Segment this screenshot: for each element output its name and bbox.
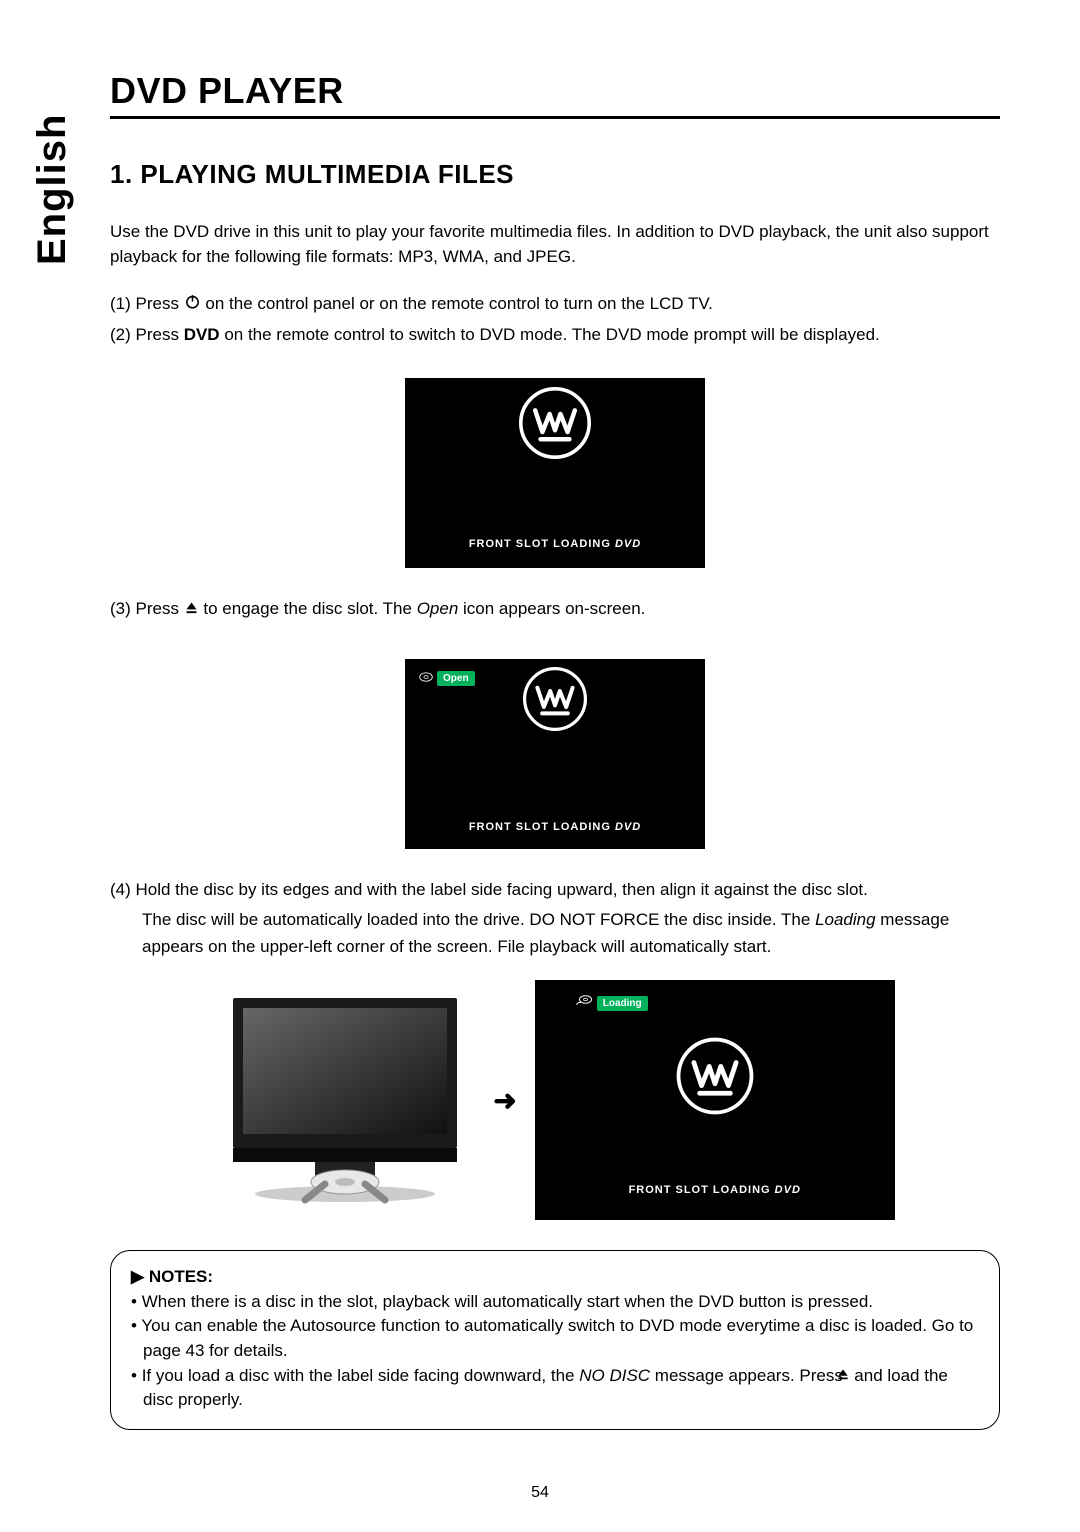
open-prompt-screen: Open FRONT SLOT LOADING DVD [405, 659, 705, 849]
step1-post: on the control panel or on the remote co… [201, 294, 713, 313]
slot-loading-text: FRONT SLOT LOADING DVD [405, 821, 705, 833]
step2-bold: DVD [184, 325, 220, 344]
section-heading: 1. PLAYING MULTIMEDIA FILES [110, 159, 1000, 190]
step2-pre: (2) Press [110, 325, 184, 344]
language-tab: English [30, 114, 75, 265]
page-title: DVD PLAYER [110, 70, 1000, 119]
notes-marker-icon: ▶ [131, 1267, 144, 1286]
step3-pre: (3) Press [110, 599, 184, 618]
page-number: 54 [0, 1484, 1080, 1502]
step3-post: icon appears on-screen. [458, 599, 645, 618]
open-badge-label: Open [437, 671, 475, 686]
eject-icon [184, 597, 199, 623]
dvd-prompt-screen: FRONT SLOT LOADING DVD [405, 378, 705, 568]
step1-pre: (1) Press [110, 294, 184, 313]
slot-loading-text: FRONT SLOT LOADING DVD [405, 538, 705, 550]
step-1: (1) Press on the control panel or on the… [110, 291, 1000, 318]
notes-header-text: NOTES: [149, 1267, 213, 1286]
step3-italic: Open [417, 599, 459, 618]
loading-prompt-screen: Loading FRONT SLOT LOADING DVD [535, 980, 895, 1220]
step-4-line1: (4) Hold the disc by its edges and with … [110, 877, 1000, 903]
loading-badge-label: Loading [597, 996, 648, 1011]
step2-post: on the remote control to switch to DVD m… [220, 325, 880, 344]
westinghouse-logo-icon [515, 659, 595, 739]
westinghouse-logo-icon [667, 1028, 763, 1124]
open-badge: Open [419, 669, 475, 687]
notes-box: ▶ NOTES: When there is a disc in the slo… [110, 1250, 1000, 1430]
notes-header: ▶ NOTES: [131, 1265, 979, 1290]
step3-mid: to engage the disc slot. The [199, 599, 417, 618]
disc-small-icon [419, 669, 433, 687]
loading-illustration-row: ➜ Loading FRONT SLOT LOADING DVD [110, 980, 1000, 1220]
step-3: (3) Press to engage the disc slot. The O… [110, 596, 1000, 623]
loading-badge: Loading [575, 994, 648, 1013]
arrow-right-icon: ➜ [493, 1084, 516, 1117]
power-icon [184, 292, 201, 318]
steps-block: (1) Press on the control panel or on the… [110, 291, 1000, 348]
note-item-2: You can enable the Autosource function t… [131, 1314, 979, 1363]
note-item-3: If you load a disc with the label side f… [131, 1364, 979, 1413]
westinghouse-logo-icon [510, 378, 600, 468]
step-2: (2) Press DVD on the remote control to s… [110, 322, 1000, 348]
intro-paragraph: Use the DVD drive in this unit to play y… [110, 220, 1000, 269]
tv-disc-illustration [215, 980, 475, 1220]
disc-hand-icon [575, 994, 593, 1013]
slot-loading-text: FRONT SLOT LOADING DVD [535, 1184, 895, 1196]
note-item-1: When there is a disc in the slot, playba… [131, 1290, 979, 1315]
step-4-line2: The disc will be automatically loaded in… [110, 907, 1000, 960]
